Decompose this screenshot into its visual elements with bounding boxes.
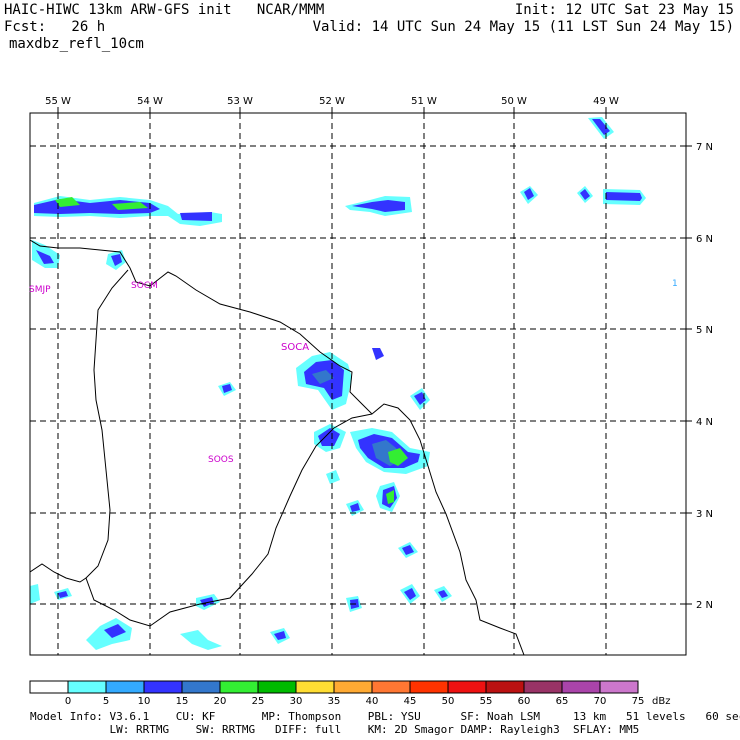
colorbar-swatch bbox=[29, 680, 69, 694]
colorbar-level-label: 0 bbox=[65, 696, 71, 707]
colorbar-swatch bbox=[371, 680, 411, 694]
colorbar-level-label: 50 bbox=[442, 696, 455, 707]
station-label: SOCM bbox=[131, 281, 158, 291]
colorbar-swatch bbox=[599, 680, 639, 694]
colorbar-swatch bbox=[523, 680, 563, 694]
lat-label: 6 N bbox=[696, 234, 713, 245]
colorbar-swatch bbox=[333, 680, 373, 694]
colorbar-level-label: 5 bbox=[103, 696, 109, 707]
colorbar-swatch bbox=[257, 680, 297, 694]
coastlines bbox=[30, 239, 525, 655]
colorbar-swatch bbox=[447, 680, 487, 694]
map-frame bbox=[29, 112, 687, 656]
lat-label: 5 N bbox=[696, 325, 713, 336]
colorbar-swatch bbox=[295, 680, 335, 694]
footer-physics-info: LW: RRTMG SW: RRTMG DIFF: full KM: 2D Sm… bbox=[30, 723, 640, 736]
colorbar-swatch bbox=[409, 680, 449, 694]
colorbar-level-label: 65 bbox=[556, 696, 569, 707]
lon-label: 55 W bbox=[45, 96, 71, 107]
colorbar-level-label: 40 bbox=[366, 696, 379, 707]
colorbar-swatch bbox=[105, 680, 145, 694]
colorbar-level-label: 70 bbox=[594, 696, 607, 707]
station-label: SOOS bbox=[208, 455, 234, 465]
colorbar-level-label: 20 bbox=[214, 696, 227, 707]
station-label: SMJP bbox=[29, 285, 51, 295]
header-forecast: Fcst: 26 h bbox=[4, 19, 106, 35]
colorbar-swatch bbox=[561, 680, 601, 694]
station-label: 1 bbox=[672, 279, 678, 289]
colorbar-level-label: 30 bbox=[290, 696, 303, 707]
footer-model-info: Model Info: V3.6.1 CU: KF MP: Thompson P… bbox=[30, 710, 740, 723]
colorbar-unit: dBz bbox=[652, 696, 670, 707]
colorbar-level-label: 75 bbox=[632, 696, 645, 707]
axis-ticks bbox=[57, 107, 692, 605]
lon-label: 50 W bbox=[501, 96, 527, 107]
reflectivity-field bbox=[30, 117, 646, 650]
lat-lon-grid bbox=[30, 113, 686, 655]
colorbar-level-label: 35 bbox=[328, 696, 341, 707]
colorbar-level-label: 60 bbox=[518, 696, 531, 707]
lat-label: 3 N bbox=[696, 509, 713, 520]
lon-label: 49 W bbox=[593, 96, 619, 107]
colorbar-level-label: 10 bbox=[138, 696, 151, 707]
colorbar-level-label: 45 bbox=[404, 696, 417, 707]
colorbar-swatch bbox=[181, 680, 221, 694]
colorbar-swatch bbox=[219, 680, 259, 694]
lon-label: 53 W bbox=[227, 96, 253, 107]
colorbar-swatch bbox=[485, 680, 525, 694]
colorbar-level-label: 25 bbox=[252, 696, 265, 707]
lat-label: 4 N bbox=[696, 417, 713, 428]
station-label: SOCA bbox=[281, 342, 309, 353]
lon-label: 51 W bbox=[411, 96, 437, 107]
colorbar-swatch bbox=[67, 680, 107, 694]
colorbar-level-label: 55 bbox=[480, 696, 493, 707]
lat-label: 2 N bbox=[696, 600, 713, 611]
lon-label: 52 W bbox=[319, 96, 345, 107]
lat-label: 7 N bbox=[696, 142, 713, 153]
header-valid: Valid: 14 UTC Sun 24 May 15 (11 LST Sun … bbox=[312, 19, 734, 35]
lon-label: 54 W bbox=[137, 96, 163, 107]
header-title: HAIC-HIWC 13km ARW-GFS init NCAR/MMM bbox=[4, 2, 325, 18]
colorbar: 0 5 10 15 20 25 30 35 40 45 50 55 60 65 70 75 dBz bbox=[29, 680, 670, 707]
header-init: Init: 12 UTC Sat 23 May 15 bbox=[514, 2, 734, 18]
header-field: maxdbz_refl_10cm bbox=[9, 36, 144, 52]
colorbar-level-label: 15 bbox=[176, 696, 189, 707]
colorbar-swatch bbox=[143, 680, 183, 694]
